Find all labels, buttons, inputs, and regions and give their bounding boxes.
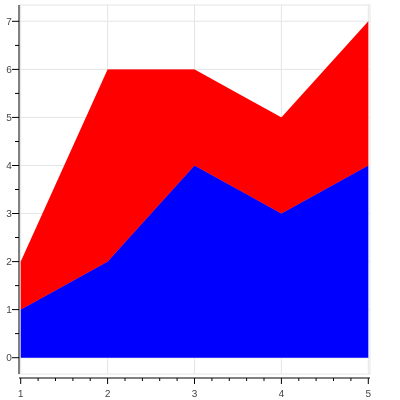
y-tick-label-0: 0 [6, 353, 12, 364]
y-tick-label-5: 5 [6, 113, 12, 124]
area-series-1 [20, 165, 369, 358]
y-tick-label-1: 1 [6, 305, 12, 316]
area-series [20, 21, 369, 358]
x-tick-label-4: 4 [279, 389, 285, 400]
y-tick-label-6: 6 [6, 65, 12, 76]
y-axis-ticks: 0 1 2 3 4 5 6 7 [6, 17, 19, 364]
y-tick-label-3: 3 [6, 209, 12, 220]
y-tick-label-7: 7 [6, 17, 12, 28]
x-tick-label-1: 1 [18, 389, 24, 400]
area-series-2 [20, 21, 369, 310]
y-tick-label-4: 4 [6, 161, 12, 172]
x-tick-label-3: 3 [192, 389, 198, 400]
x-tick-label-2: 2 [105, 389, 111, 400]
x-tick-label-5: 5 [366, 389, 372, 400]
x-axis-ticks: 1 2 3 4 5 [18, 378, 372, 400]
y-tick-label-2: 2 [6, 257, 12, 268]
